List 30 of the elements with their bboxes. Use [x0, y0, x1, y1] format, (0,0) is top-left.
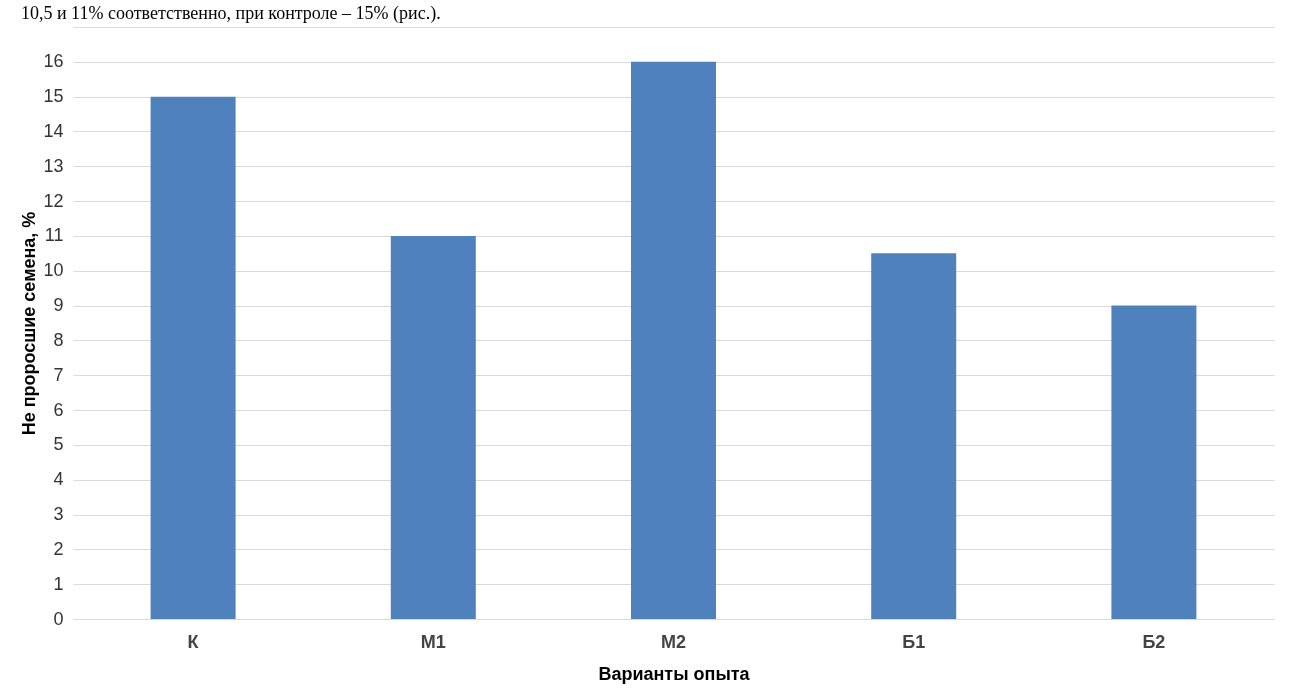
x-tick-label: Б2: [1142, 631, 1166, 652]
y-tick-label: 6: [53, 399, 64, 420]
y-tick-label: 3: [53, 504, 64, 525]
y-tick-label: 7: [53, 364, 64, 385]
y-tick-label: 16: [43, 51, 64, 72]
y-axis-title: Не проросшие семена, %: [19, 211, 40, 436]
x-tick-label: М1: [420, 631, 446, 652]
x-tick-label: К: [187, 631, 200, 652]
bar: [390, 235, 476, 619]
x-tick-label: М2: [660, 631, 687, 652]
y-tick-label: 8: [53, 329, 64, 350]
y-tick-label: 9: [53, 295, 64, 316]
text: 10,5 и 11% соответственно, при контроле – 15% (рис.).: [20, 3, 441, 24]
y-tick-label: 12: [43, 190, 64, 211]
y-tick-label: 14: [43, 120, 64, 141]
bar: [150, 96, 236, 619]
y-tick-label: 11: [44, 225, 64, 246]
y-tick-label: 15: [43, 86, 64, 107]
y-tick-label: 0: [53, 608, 64, 629]
y-tick-label: 2: [53, 538, 64, 559]
y-tick-label: 10: [43, 260, 64, 281]
x-tick-label: Б1: [902, 631, 926, 652]
bar: [1111, 305, 1197, 619]
x-axis-title: Варианты опыта: [598, 663, 751, 684]
y-tick-label: 13: [43, 155, 64, 176]
y-tick-label: 1: [53, 573, 64, 594]
y-tick-label: 4: [53, 469, 64, 490]
y-tick-label: 5: [53, 434, 64, 455]
bar: [871, 253, 957, 619]
bar: [631, 61, 716, 619]
